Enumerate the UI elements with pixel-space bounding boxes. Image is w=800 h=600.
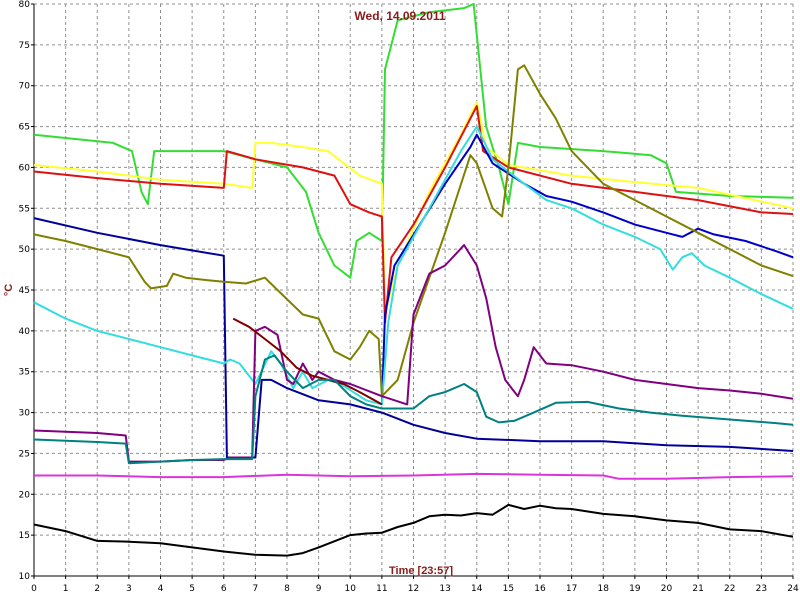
x-tick-24: 24 bbox=[787, 584, 799, 594]
chart-title: Wed, 14.09.2011 bbox=[354, 9, 446, 23]
y-tick-10: 10 bbox=[19, 572, 31, 582]
y-tick-20: 20 bbox=[19, 490, 31, 500]
x-tick-1: 1 bbox=[63, 584, 69, 594]
series-group bbox=[33, 3, 794, 557]
x-tick-16: 16 bbox=[534, 584, 546, 594]
x-tick-7: 7 bbox=[253, 584, 259, 594]
x-tick-6: 6 bbox=[221, 584, 227, 594]
x-tick-22: 22 bbox=[724, 584, 735, 594]
x-tick-labels: 0 1 2 3 4 5 6 7 8 9 10 11 12 13 14 15 16 17 18 19 20 21 22 23 24 bbox=[31, 576, 799, 594]
y-tick-30: 30 bbox=[19, 409, 31, 419]
y-tick-80: 80 bbox=[19, 0, 31, 10]
y-tick-40: 40 bbox=[19, 327, 31, 337]
series-line-7 bbox=[33, 244, 794, 463]
x-tick-11: 11 bbox=[376, 584, 387, 594]
y-tick-65: 65 bbox=[19, 123, 30, 133]
grid bbox=[33, 3, 794, 577]
x-tick-4: 4 bbox=[158, 584, 164, 594]
x-tick-23: 23 bbox=[756, 584, 767, 594]
x-axis-label: Time [23:57] bbox=[389, 565, 453, 577]
x-tick-19: 19 bbox=[629, 584, 641, 594]
series-line-5 bbox=[33, 125, 794, 406]
x-tick-2: 2 bbox=[94, 584, 100, 594]
x-tick-5: 5 bbox=[189, 584, 195, 594]
series-line-10 bbox=[34, 472, 794, 480]
x-tick-17: 17 bbox=[566, 584, 577, 594]
x-tick-8: 8 bbox=[284, 584, 290, 594]
y-tick-50: 50 bbox=[19, 245, 31, 255]
x-tick-12: 12 bbox=[408, 584, 419, 594]
x-tick-18: 18 bbox=[598, 584, 610, 594]
x-tick-0: 0 bbox=[31, 584, 37, 594]
y-tick-15: 15 bbox=[19, 531, 30, 541]
y-tick-25: 25 bbox=[19, 449, 30, 459]
y-tick-labels: 10 15 20 25 30 35 40 45 50 55 60 65 70 75 80 bbox=[19, 0, 34, 582]
series-line-3 bbox=[33, 217, 794, 459]
series-line-9 bbox=[33, 354, 794, 465]
series-line-11 bbox=[33, 503, 794, 557]
x-tick-20: 20 bbox=[661, 584, 673, 594]
x-tick-15: 15 bbox=[503, 584, 514, 594]
y-tick-35: 35 bbox=[19, 368, 30, 378]
x-tick-3: 3 bbox=[126, 584, 132, 594]
y-tick-45: 45 bbox=[19, 286, 30, 296]
y-tick-60: 60 bbox=[19, 163, 31, 173]
series-line-8 bbox=[232, 317, 383, 406]
x-tick-9: 9 bbox=[316, 584, 322, 594]
x-tick-10: 10 bbox=[345, 584, 357, 594]
x-tick-14: 14 bbox=[471, 584, 483, 594]
y-tick-70: 70 bbox=[19, 82, 31, 92]
x-tick-13: 13 bbox=[439, 584, 450, 594]
y-tick-55: 55 bbox=[19, 204, 30, 214]
y-tick-75: 75 bbox=[19, 41, 30, 51]
x-tick-21: 21 bbox=[692, 584, 703, 594]
y-axis-label: °C bbox=[3, 284, 15, 296]
